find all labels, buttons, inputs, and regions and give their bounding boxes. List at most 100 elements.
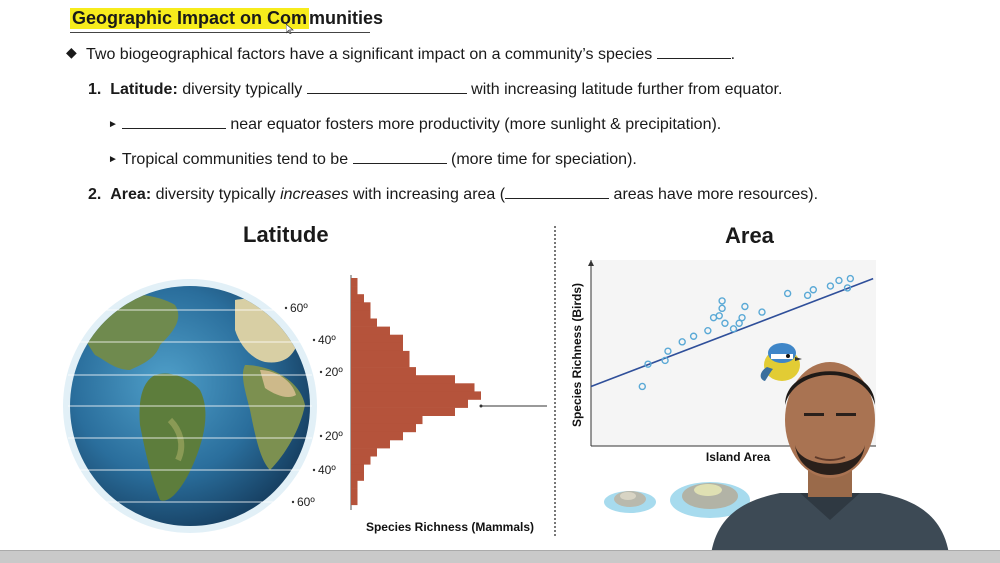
latitude-bar <box>351 359 410 368</box>
scatter-point <box>846 274 855 283</box>
item1-label: Latitude: <box>110 81 178 98</box>
latitude-tick-label: 20º <box>325 365 343 379</box>
equator-dot <box>479 404 483 408</box>
latitude-chart: 60º 40º 20º 20º 40º 60º Species Richness (Mam… <box>284 275 547 534</box>
latitude-bar <box>351 472 364 481</box>
title-underline <box>70 32 370 33</box>
latitude-title: Latitude <box>243 222 329 247</box>
latitude-tick-dot <box>312 468 316 472</box>
item2-italic: increases <box>280 186 349 203</box>
latitude-tick-dot <box>319 370 323 374</box>
latitude-bar <box>351 431 403 441</box>
latitude-bar <box>351 334 403 344</box>
latitude-bar <box>351 448 377 457</box>
arrow-bullet-icon: ► <box>108 119 118 130</box>
scatter-point <box>721 319 729 327</box>
globe-image <box>63 279 317 533</box>
latitude-bar <box>351 496 358 506</box>
title-rest: munities <box>309 8 384 28</box>
latitude-bar <box>351 326 390 335</box>
large-island-image <box>670 482 750 518</box>
latitude-bar <box>351 399 468 408</box>
scatter-point <box>718 297 726 305</box>
diamond-bullet-icon: ◆ <box>66 44 77 60</box>
blank-species <box>656 44 731 59</box>
title-highlighted: Geographic Impact on Com <box>70 8 310 29</box>
latitude-bar <box>351 286 358 295</box>
scatter-point <box>803 291 812 300</box>
latitude-bar <box>351 464 364 473</box>
item2-text-c: areas have more resources). <box>613 186 819 203</box>
sub-bullet-1: ► near equator fosters more productivity… <box>108 114 721 134</box>
scatter-point <box>644 360 652 368</box>
trendline <box>590 277 874 388</box>
item2-number: 2. <box>88 186 102 203</box>
item2-text-b: with increasing area ( <box>353 186 506 203</box>
latitude-bar <box>351 318 377 327</box>
latitude-tick-label: 60º <box>297 495 315 509</box>
blank-productivity <box>121 114 226 129</box>
area-xlabel: Island Area <box>706 450 771 464</box>
item2-text-a: diversity typically <box>155 186 276 203</box>
intro-end: . <box>730 46 736 63</box>
latitude-bar <box>351 423 416 433</box>
latitude-bar <box>351 342 403 352</box>
intro-line: Two biogeographical factors have a signi… <box>86 44 735 64</box>
scatter-point <box>809 286 818 294</box>
scatter-point <box>738 313 746 322</box>
latitude-tick-label: 60º <box>290 301 308 315</box>
latitude-bar <box>351 391 481 400</box>
area-ylabel: Species Richness (Birds) <box>570 283 584 427</box>
latitude-bar <box>351 302 371 311</box>
latitude-tick-label: 20º <box>325 429 343 443</box>
bird-illustration <box>760 343 802 381</box>
latitude-bar <box>351 407 455 416</box>
latitude-bar <box>351 350 410 360</box>
latitude-bar <box>351 310 371 319</box>
latitude-tick-dot <box>291 500 295 504</box>
scatter-point <box>664 347 672 355</box>
latitude-bar <box>351 480 358 489</box>
sub2-text-b: (more time for speciation). <box>451 151 637 168</box>
latitude-xlabel: Species Richness (Mammals) <box>366 520 534 534</box>
latitude-bar <box>351 375 455 384</box>
latitude-line: 1. Latitude: diversity typically with in… <box>88 79 782 99</box>
area-title: Area <box>725 223 774 248</box>
latitude-bar <box>351 367 416 376</box>
presenter-video <box>710 362 950 562</box>
scatter-point <box>741 302 749 311</box>
scatter-point <box>689 332 698 340</box>
latitude-bar <box>351 383 475 392</box>
latitude-tick-label: 40º <box>318 333 336 347</box>
latitude-bar <box>351 278 358 287</box>
blank-tropical <box>352 149 447 164</box>
scatter-point <box>735 319 743 327</box>
scatter-point <box>661 356 669 365</box>
scatter-point <box>704 326 712 335</box>
panel-divider <box>554 226 556 536</box>
scatter-point <box>758 308 766 316</box>
item1-text-b: with increasing latitude further from eq… <box>471 81 783 98</box>
scatter-point <box>783 289 792 298</box>
blank-area <box>505 184 610 199</box>
item1-number: 1. <box>88 81 102 98</box>
arrow-bullet-icon: ► <box>108 154 118 165</box>
video-progress-bar[interactable] <box>0 550 1000 563</box>
sub1-text: near equator fosters more productivity (… <box>230 116 722 133</box>
sub-bullet-2: ► Tropical communities tend to be (more t… <box>108 149 637 169</box>
page-title: Geographic Impact on Com munities <box>70 8 383 29</box>
scatter-point <box>729 325 738 333</box>
latitude-tick-dot <box>284 306 288 310</box>
latitude-tick-label: 40º <box>318 463 336 477</box>
latitude-bar <box>351 440 390 449</box>
sub2-text-a: Tropical communities tend to be <box>121 151 349 168</box>
scatter-point <box>638 382 647 391</box>
scatter-point <box>678 338 686 346</box>
area-line: 2. Area: diversity typically increases w… <box>88 184 818 204</box>
mouse-cursor-icon <box>286 24 294 34</box>
latitude-tick-dot <box>312 338 316 342</box>
scatter-point <box>843 284 852 292</box>
item1-text-a: diversity typically <box>182 81 303 98</box>
scatter-point <box>718 304 726 313</box>
scatter-point <box>835 276 843 285</box>
